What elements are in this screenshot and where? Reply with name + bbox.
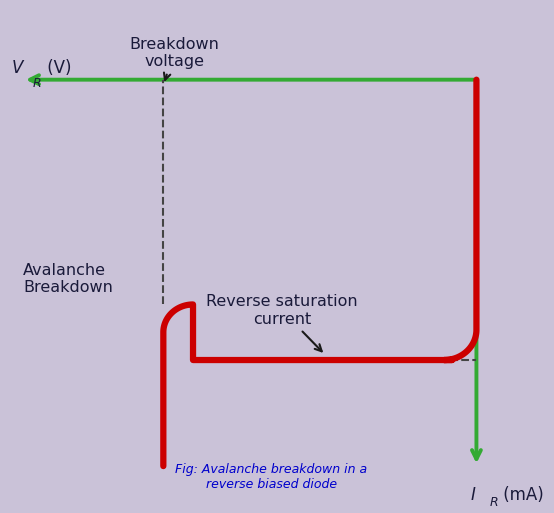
Text: R: R bbox=[32, 77, 41, 90]
Text: Reverse saturation
current: Reverse saturation current bbox=[206, 294, 358, 351]
Text: (mA): (mA) bbox=[498, 486, 544, 504]
Text: Breakdown
voltage: Breakdown voltage bbox=[129, 37, 219, 80]
Text: V: V bbox=[12, 59, 24, 77]
Text: R: R bbox=[490, 497, 499, 509]
Text: Avalanche
Breakdown: Avalanche Breakdown bbox=[23, 263, 113, 295]
Text: (V): (V) bbox=[42, 59, 71, 77]
Text: I: I bbox=[471, 486, 476, 504]
Text: Fig: Avalanche breakdown in a
reverse biased diode: Fig: Avalanche breakdown in a reverse bi… bbox=[175, 463, 367, 491]
